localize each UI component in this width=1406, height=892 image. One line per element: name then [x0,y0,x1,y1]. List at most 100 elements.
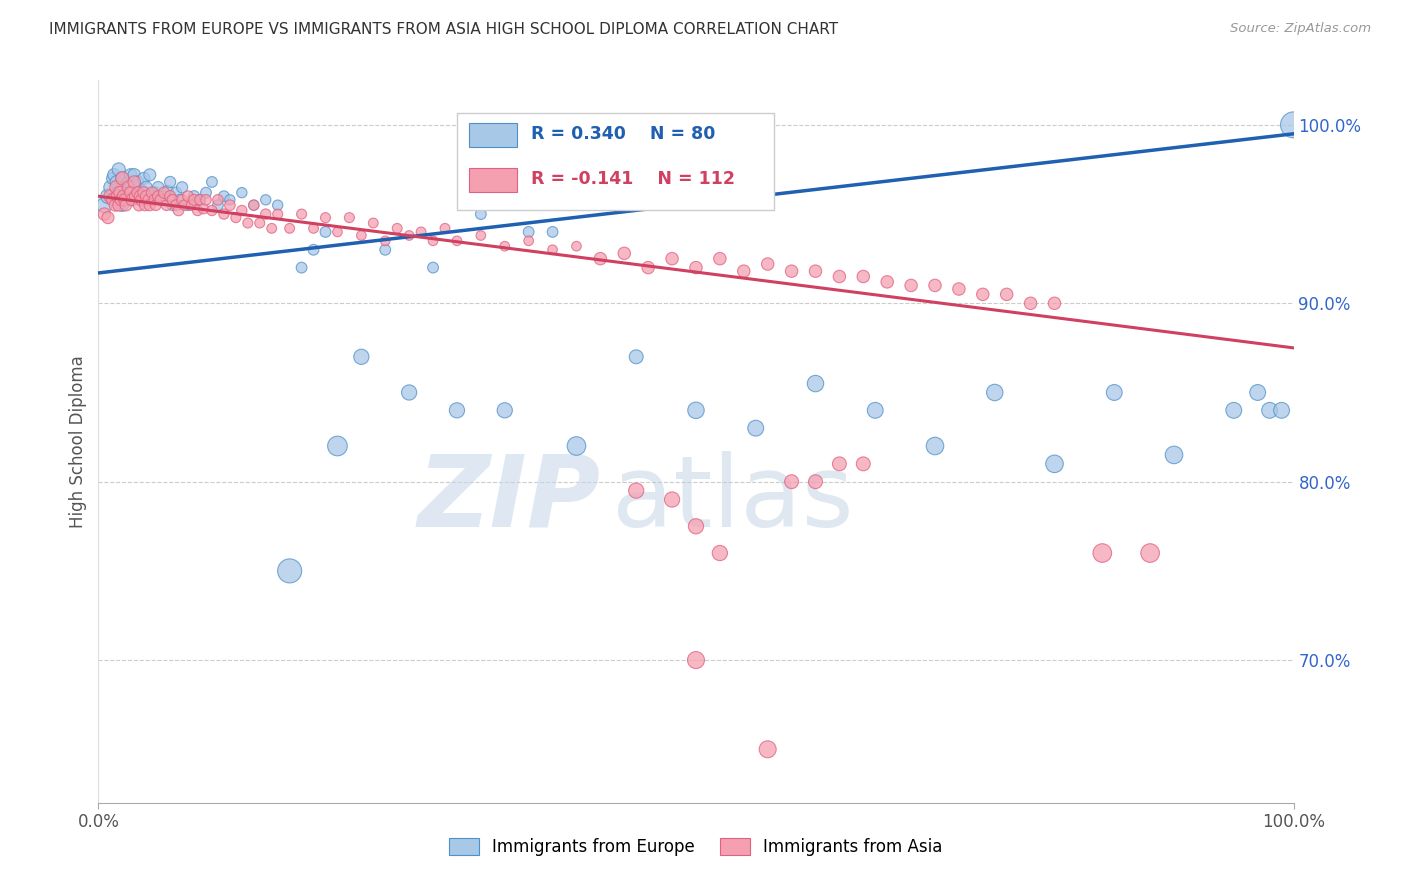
Point [143,193,166,207]
Point [1258,403,1281,417]
Point [541,225,564,239]
Point [709,252,731,266]
Point [225,211,247,225]
Point [111,198,134,212]
Point [254,193,277,207]
Point [93,207,115,221]
Point [278,221,301,235]
Point [195,193,218,207]
Point [302,243,325,257]
Point [398,385,420,400]
Point [188,193,211,207]
Point [114,193,136,207]
Point [267,207,290,221]
Point [326,439,349,453]
Point [302,221,325,235]
Point [148,180,170,194]
Point [385,221,409,235]
Point [173,198,195,212]
Point [101,171,124,186]
Point [709,546,731,560]
Point [129,193,152,207]
Point [193,202,215,216]
Point [589,252,612,266]
Point [107,198,129,212]
Point [101,193,124,207]
Point [127,175,149,189]
Point [132,186,155,200]
Point [169,193,191,207]
Point [254,207,277,221]
Point [517,225,540,239]
Point [446,403,468,417]
Point [127,186,149,200]
Point [517,234,540,248]
Point [97,211,120,225]
Point [828,269,851,284]
Point [138,193,160,207]
Point [177,198,200,212]
Point [177,189,200,203]
Point [249,216,271,230]
Point [121,193,143,207]
Point [661,492,683,507]
Point [153,186,176,200]
Point [231,203,253,218]
Point [195,186,218,200]
Point [1104,385,1126,400]
Text: R = -0.141    N = 112: R = -0.141 N = 112 [531,170,735,188]
Point [212,207,235,221]
Point [470,228,492,243]
Point [828,457,851,471]
Point [422,234,444,248]
Point [756,257,779,271]
Point [326,225,349,239]
Point [165,198,187,212]
Point [153,189,176,203]
Point [124,175,146,189]
Point [470,207,492,221]
Point [139,168,162,182]
Point [494,239,516,253]
Point [141,193,163,207]
Point [121,193,143,207]
Point [231,186,253,200]
Point [167,203,190,218]
Point [613,246,636,260]
Point [733,264,755,278]
Point [135,180,157,194]
Point [948,282,970,296]
Point [114,180,136,194]
Point [661,252,683,266]
Point [135,189,157,203]
Point [398,228,420,243]
Point [120,168,142,182]
Point [107,189,129,203]
Point [93,198,115,212]
Point [105,175,128,189]
Point [132,171,155,186]
Point [685,519,707,533]
Point [117,175,139,189]
FancyBboxPatch shape [470,123,517,147]
Point [131,184,153,198]
Point [1139,546,1161,560]
Point [243,198,266,212]
Point [110,184,132,198]
Point [278,564,301,578]
Point [162,198,184,212]
Point [339,211,361,225]
Point [124,189,146,203]
Point [626,483,648,498]
Point [112,189,135,203]
Point [315,211,337,225]
Point [494,403,516,417]
Point [374,234,396,248]
Point [148,189,170,203]
Point [1223,403,1246,417]
Point [97,189,120,203]
Point [180,198,202,212]
Point [685,260,707,275]
Point [1247,385,1270,400]
Point [98,180,122,194]
